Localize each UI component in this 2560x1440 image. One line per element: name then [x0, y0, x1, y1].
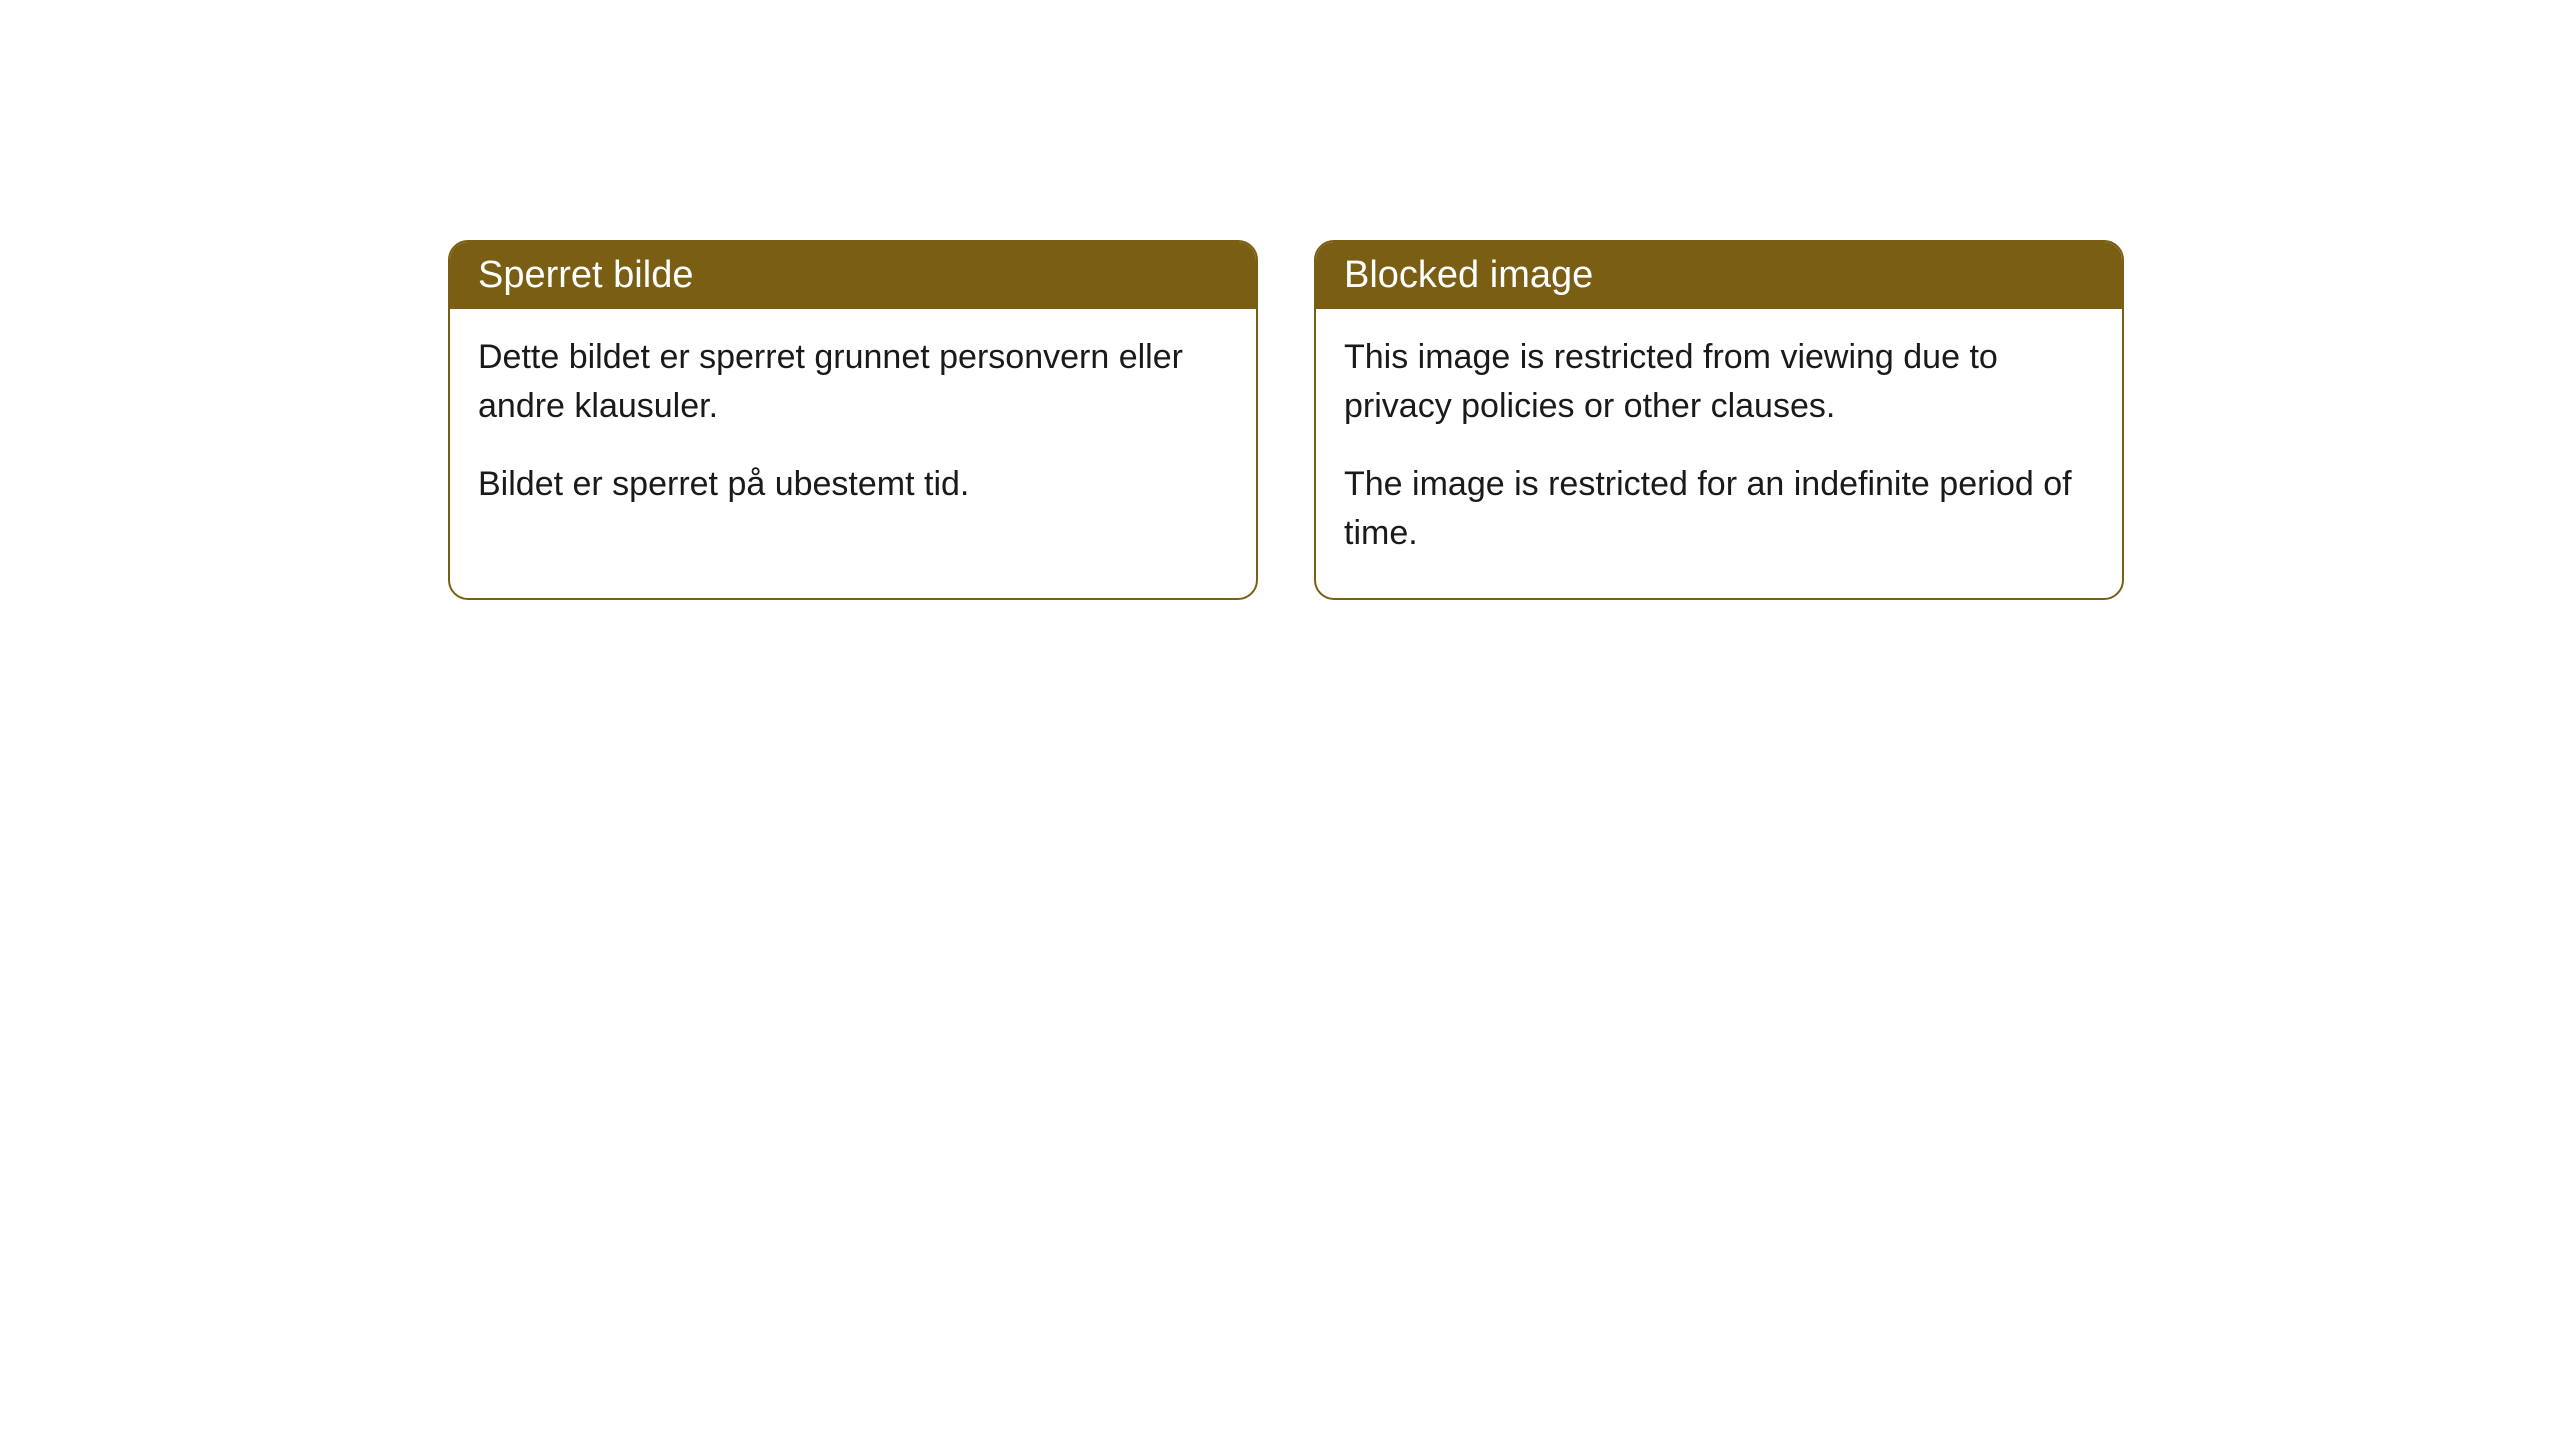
card-paragraph: Bildet er sperret på ubestemt tid.	[478, 460, 1228, 509]
notice-cards-container: Sperret bilde Dette bildet er sperret gr…	[448, 240, 2560, 600]
card-body: Dette bildet er sperret grunnet personve…	[450, 309, 1256, 549]
notice-card-norwegian: Sperret bilde Dette bildet er sperret gr…	[448, 240, 1258, 600]
card-header: Sperret bilde	[450, 242, 1256, 309]
notice-card-english: Blocked image This image is restricted f…	[1314, 240, 2124, 600]
card-paragraph: This image is restricted from viewing du…	[1344, 333, 2094, 432]
card-title: Blocked image	[1344, 254, 1593, 296]
card-paragraph: The image is restricted for an indefinit…	[1344, 460, 2094, 559]
card-header: Blocked image	[1316, 242, 2122, 309]
card-paragraph: Dette bildet er sperret grunnet personve…	[478, 333, 1228, 432]
card-title: Sperret bilde	[478, 254, 693, 296]
card-body: This image is restricted from viewing du…	[1316, 309, 2122, 598]
